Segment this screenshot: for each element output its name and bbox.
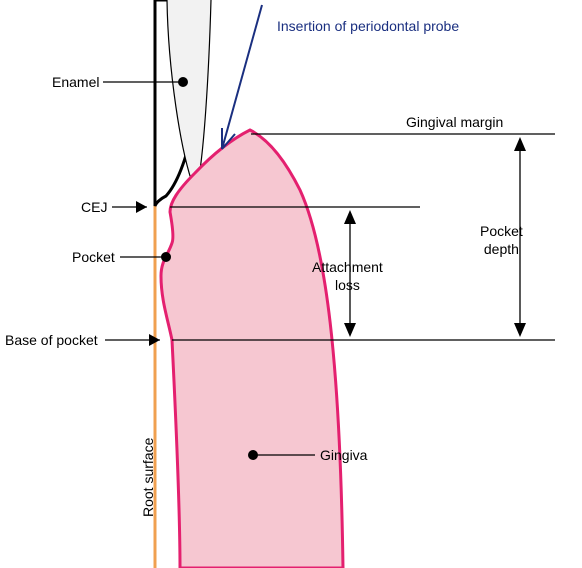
attachment-loss-up [344, 210, 356, 224]
gingiva-shape [161, 130, 343, 568]
cej-arrowhead [136, 201, 147, 213]
cej-label: CEJ [81, 199, 107, 215]
attachment-loss-down [344, 323, 356, 337]
attachment-loss-label: Attachment loss [312, 258, 383, 294]
base-of-pocket-label: Base of pocket [5, 332, 98, 348]
probe-label: Insertion of periodontal probe [277, 18, 459, 34]
gingival-margin-label: Gingival margin [406, 114, 503, 130]
root-surface-label: Root surface [140, 438, 156, 517]
enamel-dot [178, 77, 188, 87]
gingiva-label: Gingiva [320, 447, 367, 463]
enamel-label: Enamel [52, 74, 99, 90]
probe-arrow [222, 5, 262, 149]
pocket-depth-up [514, 137, 526, 151]
gingiva-dot [248, 450, 258, 460]
pocket-label: Pocket [72, 249, 115, 265]
pocket-dot [161, 252, 171, 262]
pocket-depth-down [514, 323, 526, 337]
pocket-depth-label: Pocket depth [480, 222, 523, 258]
